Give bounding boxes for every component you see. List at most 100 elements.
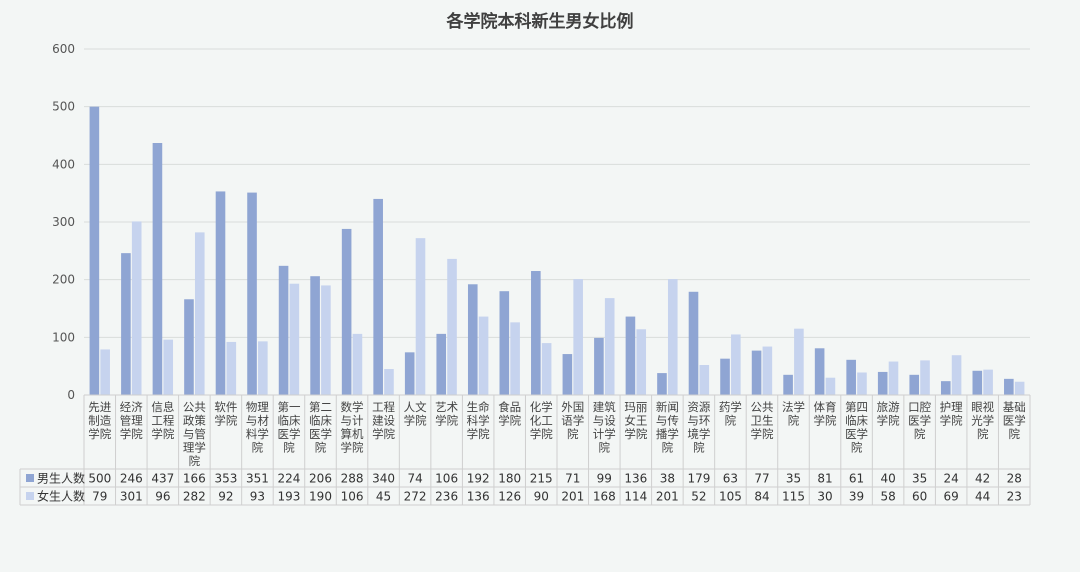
x-tick-label: 工程 <box>151 414 174 428</box>
x-tick-label: 算机 <box>341 427 364 441</box>
data-label: 99 <box>597 472 612 486</box>
x-tick-label: 院 <box>788 414 800 428</box>
data-label: 201 <box>561 490 584 504</box>
data-label: 23 <box>1007 490 1022 504</box>
x-tick-label: 与环 <box>687 414 710 428</box>
bars <box>89 106 1025 396</box>
data-label: 136 <box>624 472 647 486</box>
x-tick-label: 体育 <box>814 400 837 414</box>
x-tick-label: 学院 <box>467 427 490 441</box>
data-label: 84 <box>754 490 769 504</box>
x-tick-label: 公共 <box>750 400 773 414</box>
gridlines <box>84 48 1030 396</box>
x-tick-label: 建设 <box>372 414 395 428</box>
bar-female <box>825 377 836 395</box>
x-tick-label: 化工 <box>530 414 553 428</box>
data-label: 79 <box>92 490 107 504</box>
legend-label: 女生人数 <box>37 489 85 504</box>
bar-female <box>636 329 647 395</box>
bar-male <box>972 370 983 395</box>
x-tick-label: 护理 <box>940 400 963 414</box>
bar-male <box>215 191 226 395</box>
x-tick-label: 学院 <box>88 427 111 441</box>
bar-male <box>720 358 730 395</box>
x-tick-label: 学院 <box>214 414 237 428</box>
x-tick-label: 学院 <box>151 427 174 441</box>
bar-female <box>920 360 930 395</box>
x-tick-label: 院 <box>851 441 863 455</box>
data-label: 115 <box>782 490 805 504</box>
legend-swatch <box>26 474 34 482</box>
y-tick-label: 600 <box>52 42 75 56</box>
bar-female <box>384 369 394 395</box>
bar-male <box>1004 378 1014 395</box>
x-tick-label: 与传 <box>656 414 679 428</box>
data-label: 77 <box>754 472 769 486</box>
x-tick-label: 生命 <box>467 400 490 414</box>
x-tick-label: 学院 <box>498 414 521 428</box>
bar-female <box>289 283 300 395</box>
data-label: 35 <box>786 472 801 486</box>
bar-male <box>499 291 510 395</box>
x-tick-label: 播学 <box>656 427 679 441</box>
data-label: 81 <box>817 472 832 486</box>
x-tick-label: 第一 <box>277 400 300 414</box>
data-label: 351 <box>246 472 269 486</box>
data-label: 180 <box>498 472 521 486</box>
x-tick-label: 院 <box>914 427 926 441</box>
data-label: 74 <box>407 472 422 486</box>
data-label: 28 <box>1007 472 1022 486</box>
bar-male <box>814 348 825 395</box>
x-tick-label: 学院 <box>624 427 647 441</box>
x-tick-label: 院 <box>725 414 737 428</box>
x-tick-label: 学院 <box>435 414 458 428</box>
bar-female <box>415 238 426 395</box>
data-label: 35 <box>912 472 927 486</box>
bar-female <box>667 279 678 395</box>
x-tick-label: 医学 <box>908 414 931 428</box>
x-tick-label: 院 <box>283 441 295 455</box>
data-label: 38 <box>660 472 675 486</box>
data-label: 126 <box>498 490 521 504</box>
data-label: 69 <box>944 490 959 504</box>
data-label: 93 <box>250 490 265 504</box>
x-tick-label: 旅游 <box>877 400 900 414</box>
data-label: 136 <box>467 490 490 504</box>
data-label: 340 <box>372 472 395 486</box>
data-label: 52 <box>691 490 706 504</box>
data-table: 先进制造学院经济管理学院信息工程学院公共政策与管理学院软件学院物理与材料学院第一… <box>19 394 1031 506</box>
x-tick-label: 学院 <box>341 441 364 455</box>
x-tick-label: 临床 <box>277 414 300 428</box>
bar-male <box>751 350 762 395</box>
data-label: 40 <box>880 472 895 486</box>
data-label: 92 <box>218 490 233 504</box>
bar-male <box>89 106 100 396</box>
bar-male <box>783 374 793 395</box>
x-tick-label: 医学 <box>1003 414 1026 428</box>
bar-female <box>794 328 804 395</box>
x-tick-label: 信息 <box>151 400 174 414</box>
x-tick-label: 学院 <box>877 414 900 428</box>
data-label: 282 <box>183 490 206 504</box>
data-label: 168 <box>593 490 616 504</box>
x-tick-label: 公共 <box>183 400 206 414</box>
bar-male <box>909 374 920 395</box>
x-tick-label: 理学 <box>183 441 206 455</box>
data-label: 190 <box>309 490 332 504</box>
y-tick-label: 100 <box>52 330 75 344</box>
x-tick-label: 院 <box>567 427 579 441</box>
x-tick-label: 艺术 <box>435 400 458 414</box>
legend-swatch <box>26 492 34 500</box>
x-tick-label: 药学 <box>719 400 742 414</box>
y-tick-label: 200 <box>52 273 75 287</box>
data-label: 106 <box>435 472 458 486</box>
bar-female <box>100 349 110 395</box>
y-tick-label: 400 <box>52 157 75 171</box>
data-label: 71 <box>565 472 580 486</box>
data-label: 42 <box>975 472 990 486</box>
bar-female <box>888 361 899 395</box>
data-label: 193 <box>278 490 301 504</box>
data-label: 30 <box>817 490 832 504</box>
x-tick-label: 学院 <box>404 414 427 428</box>
bar-female <box>699 365 710 395</box>
